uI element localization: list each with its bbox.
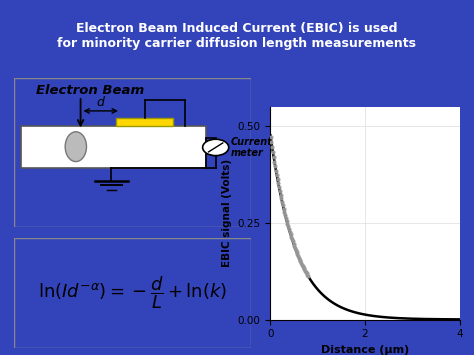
Point: [293, 251, 301, 257]
Point: [292, 245, 299, 251]
Y-axis label: EBIC signal (Volts): EBIC signal (Volts): [222, 159, 232, 267]
Text: Electron Beam: Electron Beam: [36, 84, 144, 97]
Point: [268, 144, 276, 150]
Point: [278, 196, 285, 201]
Point: [301, 268, 309, 274]
Point: [278, 199, 286, 205]
Point: [303, 271, 310, 276]
Bar: [21, 126, 206, 168]
Point: [273, 172, 281, 178]
Point: [283, 218, 291, 224]
Point: [288, 234, 295, 240]
Point: [289, 239, 297, 244]
Point: [286, 229, 293, 235]
Point: [283, 221, 291, 226]
Point: [302, 269, 310, 275]
Point: [297, 260, 305, 266]
X-axis label: Distance (μm): Distance (μm): [321, 345, 409, 355]
Point: [296, 257, 303, 262]
Point: [274, 176, 282, 182]
Point: [270, 154, 277, 160]
Bar: [116, 118, 173, 126]
Point: [303, 272, 311, 278]
Point: [298, 262, 306, 267]
Point: [275, 185, 283, 190]
Text: $\ln(Id^{-\alpha}) = -\dfrac{d}{L} + \ln(k)$: $\ln(Id^{-\alpha}) = -\dfrac{d}{L} + \ln…: [38, 274, 228, 311]
Point: [268, 140, 275, 145]
Circle shape: [203, 139, 228, 155]
Point: [297, 258, 304, 264]
Point: [299, 263, 307, 269]
Point: [287, 231, 294, 237]
Point: [294, 253, 302, 259]
Text: Current
meter: Current meter: [231, 137, 273, 158]
Point: [284, 224, 292, 229]
Ellipse shape: [65, 132, 86, 162]
Point: [276, 188, 283, 194]
Point: [288, 236, 296, 242]
Text: d: d: [97, 97, 105, 109]
Point: [293, 249, 301, 255]
Point: [290, 241, 297, 247]
Point: [301, 266, 308, 272]
Text: Electron Beam Induced Current (EBIC) is used
for minority carrier diffusion leng: Electron Beam Induced Current (EBIC) is …: [57, 22, 417, 50]
Point: [282, 212, 289, 218]
Point: [279, 202, 287, 208]
Point: [280, 206, 287, 212]
Point: [269, 149, 277, 155]
Point: [271, 159, 278, 165]
Point: [295, 255, 303, 261]
Point: [292, 247, 300, 253]
Point: [277, 192, 284, 198]
Point: [282, 215, 290, 221]
Point: [267, 134, 274, 140]
Point: [274, 180, 282, 186]
Point: [272, 164, 279, 169]
Point: [285, 226, 293, 232]
Point: [281, 209, 288, 215]
Point: [300, 265, 307, 271]
Point: [291, 243, 298, 249]
Point: [304, 273, 312, 279]
Point: [272, 168, 280, 174]
